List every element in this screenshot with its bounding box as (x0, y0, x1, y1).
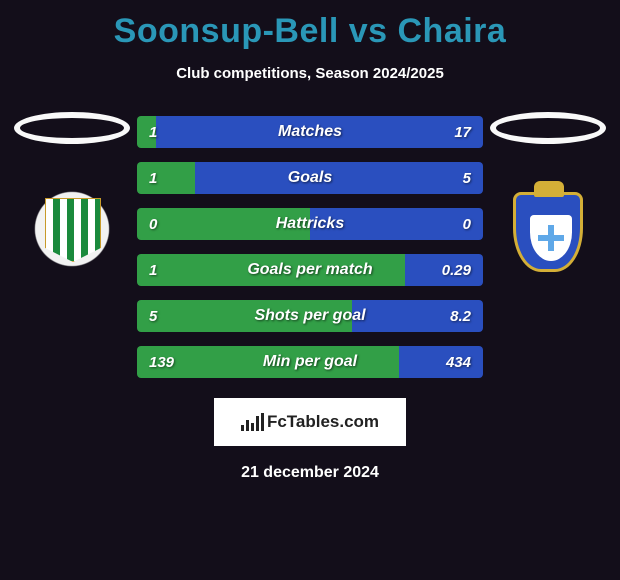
comparison-row: 1 Matches 17 1 Goals 5 0 Hattricks 0 1 Goals per m… (0, 110, 620, 378)
stat-bar: 0 Hattricks 0 (137, 208, 483, 240)
stat-value-right: 8.2 (450, 300, 471, 332)
stat-bar: 139 Min per goal 434 (137, 346, 483, 378)
brand-chart-icon (241, 413, 263, 431)
stat-value-right: 17 (454, 116, 471, 148)
stat-value-right: 0.29 (442, 254, 471, 286)
stat-bar: 5 Shots per goal 8.2 (137, 300, 483, 332)
stat-label: Min per goal (263, 353, 357, 371)
stat-value-left: 0 (149, 208, 157, 240)
stat-label: Goals per match (247, 261, 372, 279)
stat-label: Goals (288, 169, 332, 187)
stat-label: Matches (278, 123, 342, 141)
right-player-ring (490, 112, 606, 144)
stat-value-left: 1 (149, 162, 157, 194)
stat-value-left: 139 (149, 346, 174, 378)
stat-label: Hattricks (276, 215, 344, 233)
stat-label: Shots per goal (254, 307, 365, 325)
stat-bar: 1 Goals 5 (137, 162, 483, 194)
right-club-crest-icon (505, 186, 591, 272)
left-player-ring (14, 112, 130, 144)
stat-value-right: 0 (463, 208, 471, 240)
stat-value-right: 5 (463, 162, 471, 194)
brand-badge: FcTables.com (214, 398, 406, 446)
stat-value-left: 1 (149, 254, 157, 286)
stat-value-left: 5 (149, 300, 157, 332)
page-title: Soonsup-Bell vs Chaira (114, 12, 507, 51)
stat-value-right: 434 (446, 346, 471, 378)
date-line: 21 december 2024 (241, 464, 379, 482)
stat-bar: 1 Matches 17 (137, 116, 483, 148)
stat-bar: 1 Goals per match 0.29 (137, 254, 483, 286)
brand-name: FcTables.com (267, 412, 379, 432)
right-player-col (483, 110, 613, 272)
subtitle: Club competitions, Season 2024/2025 (176, 65, 444, 82)
left-player-col (7, 110, 137, 272)
stats-bars: 1 Matches 17 1 Goals 5 0 Hattricks 0 1 Goals per m… (137, 116, 483, 378)
stat-value-left: 1 (149, 116, 157, 148)
left-club-crest-icon (29, 186, 115, 272)
